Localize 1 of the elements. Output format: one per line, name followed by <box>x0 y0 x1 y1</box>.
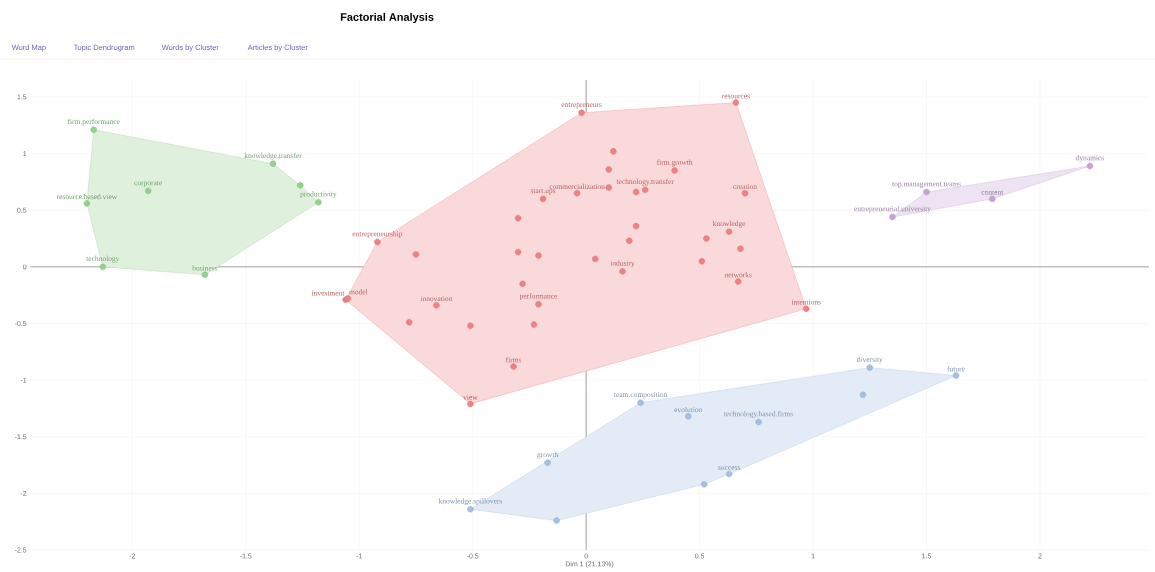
chart-title: Factorial Analysis <box>340 12 434 24</box>
